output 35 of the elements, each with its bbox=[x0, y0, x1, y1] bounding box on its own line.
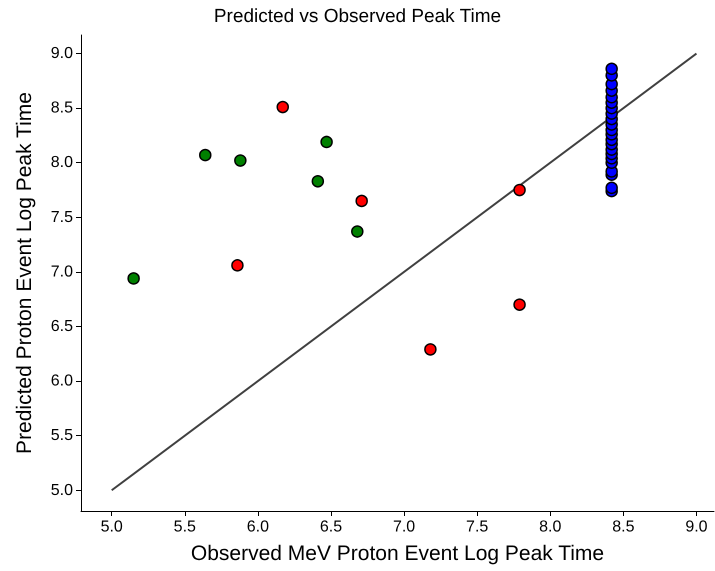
x-tick-label: 7.5 bbox=[466, 518, 488, 536]
x-tick-label: 6.0 bbox=[246, 518, 270, 536]
point bbox=[312, 175, 324, 188]
y-tick-label: 6.0 bbox=[50, 372, 74, 390]
point bbox=[605, 182, 618, 194]
point bbox=[355, 194, 368, 208]
x-tick-label: 8.0 bbox=[539, 518, 562, 536]
x-tick-label: 6.5 bbox=[320, 518, 342, 536]
point bbox=[199, 148, 212, 162]
y-tick-label: 5.0 bbox=[50, 482, 74, 499]
point bbox=[127, 272, 140, 285]
y-tick-label: 9.0 bbox=[50, 45, 74, 62]
point bbox=[234, 154, 247, 167]
x-tick-label: 7.0 bbox=[392, 518, 416, 536]
x-tick-label: 5.5 bbox=[174, 518, 196, 536]
point bbox=[513, 184, 526, 196]
x-tick-label: 9.0 bbox=[685, 518, 708, 536]
x-axis-title: Observed MeV Proton Event Log Peak Time bbox=[190, 542, 604, 565]
x-tick-label: 5.0 bbox=[100, 518, 123, 536]
y-tick-label: 5.5 bbox=[50, 427, 74, 444]
x-tick-label: 8.5 bbox=[612, 518, 635, 536]
point bbox=[276, 100, 289, 114]
point bbox=[605, 62, 618, 76]
chart-title: Predicted vs Observed Peak Time bbox=[214, 6, 502, 27]
point bbox=[513, 298, 526, 311]
point bbox=[320, 136, 333, 148]
y-tick-label: 8.5 bbox=[50, 100, 74, 117]
y-tick-label: 7.5 bbox=[50, 208, 74, 226]
y-tick-label: 7.0 bbox=[50, 263, 74, 280]
y-tick-label: 6.5 bbox=[50, 318, 74, 335]
y-tick-label: 8.0 bbox=[50, 154, 74, 172]
y-axis-title: Predicted Proton Event Log Peak Time bbox=[13, 92, 36, 454]
point bbox=[351, 225, 364, 238]
point bbox=[424, 343, 437, 356]
point bbox=[231, 259, 244, 272]
